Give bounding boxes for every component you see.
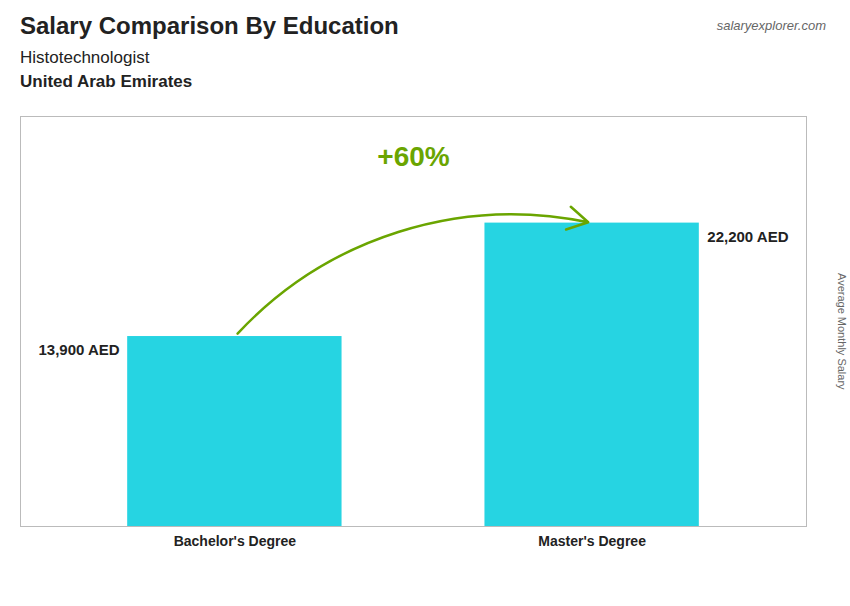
svg-text:Bachelor's Degree: Bachelor's Degree xyxy=(174,533,297,549)
svg-text:13,900 AED: 13,900 AED xyxy=(39,341,120,358)
html-text:United Arab Emirates: United Arab Emirates xyxy=(20,72,193,91)
svg-text:22,200 AED: 22,200 AED xyxy=(707,228,788,245)
html-text:Salary Comparison By Education: Salary Comparison By Education xyxy=(20,12,399,39)
html-text:Average Monthly Salary: Average Monthly Salary xyxy=(836,272,848,390)
svg-text:+60%: +60% xyxy=(377,141,449,172)
svg-text:Master's Degree: Master's Degree xyxy=(538,533,646,549)
html-text:Histotechnologist: Histotechnologist xyxy=(20,48,150,67)
html-text:salaryexplorer.com: salaryexplorer.com xyxy=(716,18,826,33)
